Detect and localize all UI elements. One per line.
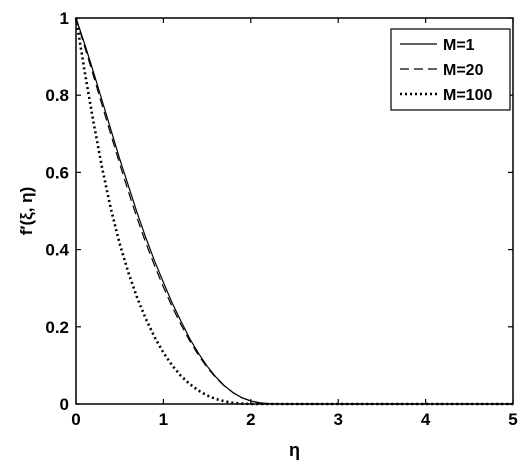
y-tick-label: 1 [60,9,69,28]
legend-label-3: M=100 [443,87,492,104]
legend-label-1: M=1 [443,37,475,54]
y-tick-label: 0 [60,395,69,414]
x-tick-label: 4 [421,410,431,429]
x-tick-label: 5 [508,410,517,429]
y-tick-label: 0.6 [45,163,69,182]
y-tick-label: 0.4 [45,241,69,260]
legend: M=1 M=20 M=100 [390,28,511,111]
x-axis-label: η [289,440,300,460]
y-tick-label: 0.2 [45,318,69,337]
legend-box [390,28,511,111]
x-tick-label: 0 [71,410,80,429]
y-axis-label: f′(ξ, η) [17,187,36,235]
series-line-3 [74,17,513,406]
series-layer [74,17,513,406]
x-tick-label: 2 [246,410,255,429]
x-axis-ticks: 0 1 2 3 4 5 [71,18,518,429]
legend-label-2: M=20 [443,62,484,79]
x-tick-label: 1 [159,410,168,429]
y-tick-label: 0.8 [45,86,69,105]
x-tick-label: 3 [333,410,342,429]
